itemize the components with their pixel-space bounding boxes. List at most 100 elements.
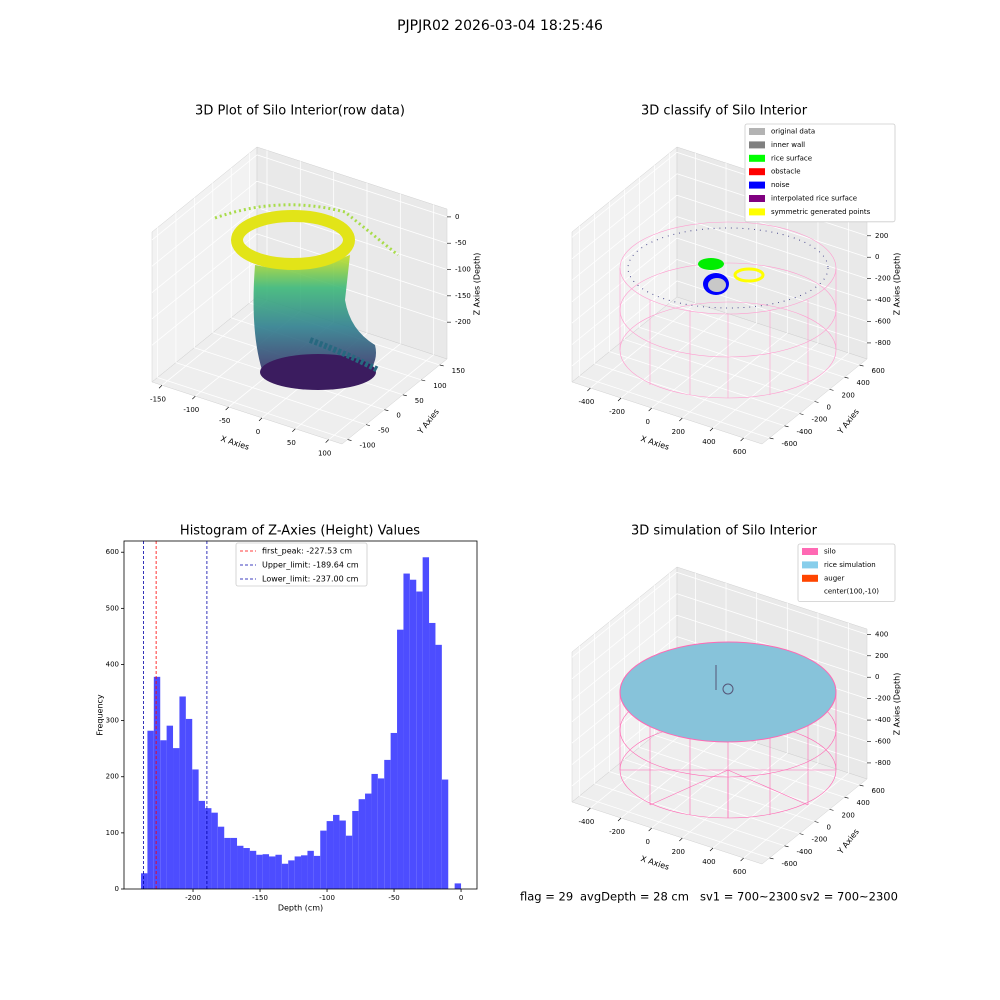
grid-line (328, 354, 434, 440)
y-tick-label: 50 (415, 397, 424, 405)
grid-line (571, 194, 678, 281)
x-tick-label: 100 (318, 450, 331, 458)
legend-label: rice simulation (824, 561, 876, 569)
y-tick (799, 413, 804, 415)
legend-label: Lower_limit: -237.00 cm (262, 575, 359, 584)
bar (160, 740, 167, 889)
grid-line (256, 154, 448, 218)
figure-title: PJPJR02 2026-03-04 18:25:46 (397, 18, 603, 34)
legend-swatch (749, 154, 765, 162)
grid-line (654, 734, 845, 798)
x-tick-label: 200 (672, 848, 685, 856)
x-tick (740, 437, 744, 442)
chart-title: 3D Plot of Silo Interior(row data) (195, 104, 405, 119)
y-tick-label: -600 (782, 440, 798, 448)
x-axis-label: Depth (cm) (278, 904, 323, 913)
grid-line (571, 593, 678, 680)
z-axis-label: Z Axies (Depth) (473, 253, 482, 316)
y-tick-label: 150 (452, 367, 465, 375)
grid-line (571, 173, 678, 260)
x-tick-label: -150 (150, 395, 166, 403)
legend-label: Upper_limit: -189.64 cm (262, 561, 359, 570)
bar (281, 863, 289, 889)
y-tick (439, 364, 444, 367)
y-tick (814, 821, 819, 823)
x-tick (648, 407, 652, 412)
bar (294, 856, 302, 889)
y-tick-label: 0 (827, 404, 831, 412)
bar (217, 826, 225, 889)
bar (326, 821, 334, 889)
bar (345, 835, 353, 889)
y-tick-label: 200 (842, 811, 855, 819)
x-tick-label: 600 (733, 448, 746, 456)
bar (397, 629, 404, 889)
bar (211, 812, 218, 889)
decoration (214, 203, 837, 819)
bar (371, 773, 378, 889)
grid-line (151, 207, 258, 293)
bar (275, 854, 282, 889)
bar (198, 800, 206, 889)
y-tick-label: 200 (106, 773, 119, 781)
footer-sv2: sv2 = 700~2300 (800, 890, 898, 904)
bar (313, 855, 321, 889)
x-tick-label: 0 (645, 838, 649, 846)
y-tick (829, 809, 834, 811)
x-tick-label: 0 (459, 894, 463, 902)
z-tick-label: -50 (455, 239, 466, 247)
footer-depth: avgDepth = 28 cm (580, 890, 689, 904)
z-tick-label: -200 (875, 275, 891, 283)
z-tick-label: -600 (875, 318, 891, 326)
x-tick (192, 395, 196, 400)
legend-label: symmetric generated points (771, 208, 871, 216)
legend-swatch (749, 208, 765, 216)
grid-line (175, 362, 367, 425)
interpolated-points (627, 227, 829, 309)
y-tick-label: -200 (812, 416, 828, 424)
grid-line (624, 339, 815, 402)
y-tick-label: 100 (106, 829, 119, 837)
grid-line (579, 375, 770, 439)
legend-swatch (802, 548, 818, 555)
y-tick (784, 425, 789, 428)
legend-label: original data (771, 128, 815, 136)
center-mark (722, 683, 734, 695)
z-tick-label: -800 (875, 339, 891, 347)
bar (185, 718, 193, 889)
bar (237, 845, 244, 889)
wall-points (708, 278, 726, 292)
y-axis-label: Frequency (96, 694, 105, 736)
bar (230, 837, 238, 889)
bar (262, 854, 270, 889)
x-tick (292, 428, 296, 432)
z-axis-label: Z Axies (Depth) (893, 673, 902, 736)
z-tick-label: 200 (875, 232, 888, 240)
y-tick-label: 0 (827, 824, 831, 832)
x-tick-label: -200 (609, 408, 625, 416)
grid-line (151, 180, 258, 267)
z-tick-label: -100 (455, 266, 471, 274)
x-tick-label: -400 (578, 398, 594, 406)
bar (333, 814, 340, 889)
legend-box (235, 542, 368, 587)
chart-title: 3D classify of Silo Interior (641, 104, 808, 119)
bar (416, 591, 423, 889)
z-tick-label: -200 (455, 318, 471, 326)
y-tick-label: 300 (106, 717, 119, 725)
y-tick-label: -400 (797, 848, 813, 856)
grid-line (639, 746, 830, 810)
grid-line (579, 795, 770, 859)
axes-frame (123, 540, 478, 890)
y-tick (365, 424, 371, 426)
bar (224, 837, 231, 889)
bar (307, 850, 314, 889)
bar (147, 730, 154, 889)
footer-sv1: sv1 = 700~2300 (700, 890, 798, 904)
y-tick (384, 409, 389, 411)
grid-line (151, 259, 258, 346)
grid-line (609, 771, 800, 835)
grid-line (654, 314, 845, 378)
z-tick-label: 0 (875, 673, 879, 681)
y-tick (844, 796, 849, 799)
